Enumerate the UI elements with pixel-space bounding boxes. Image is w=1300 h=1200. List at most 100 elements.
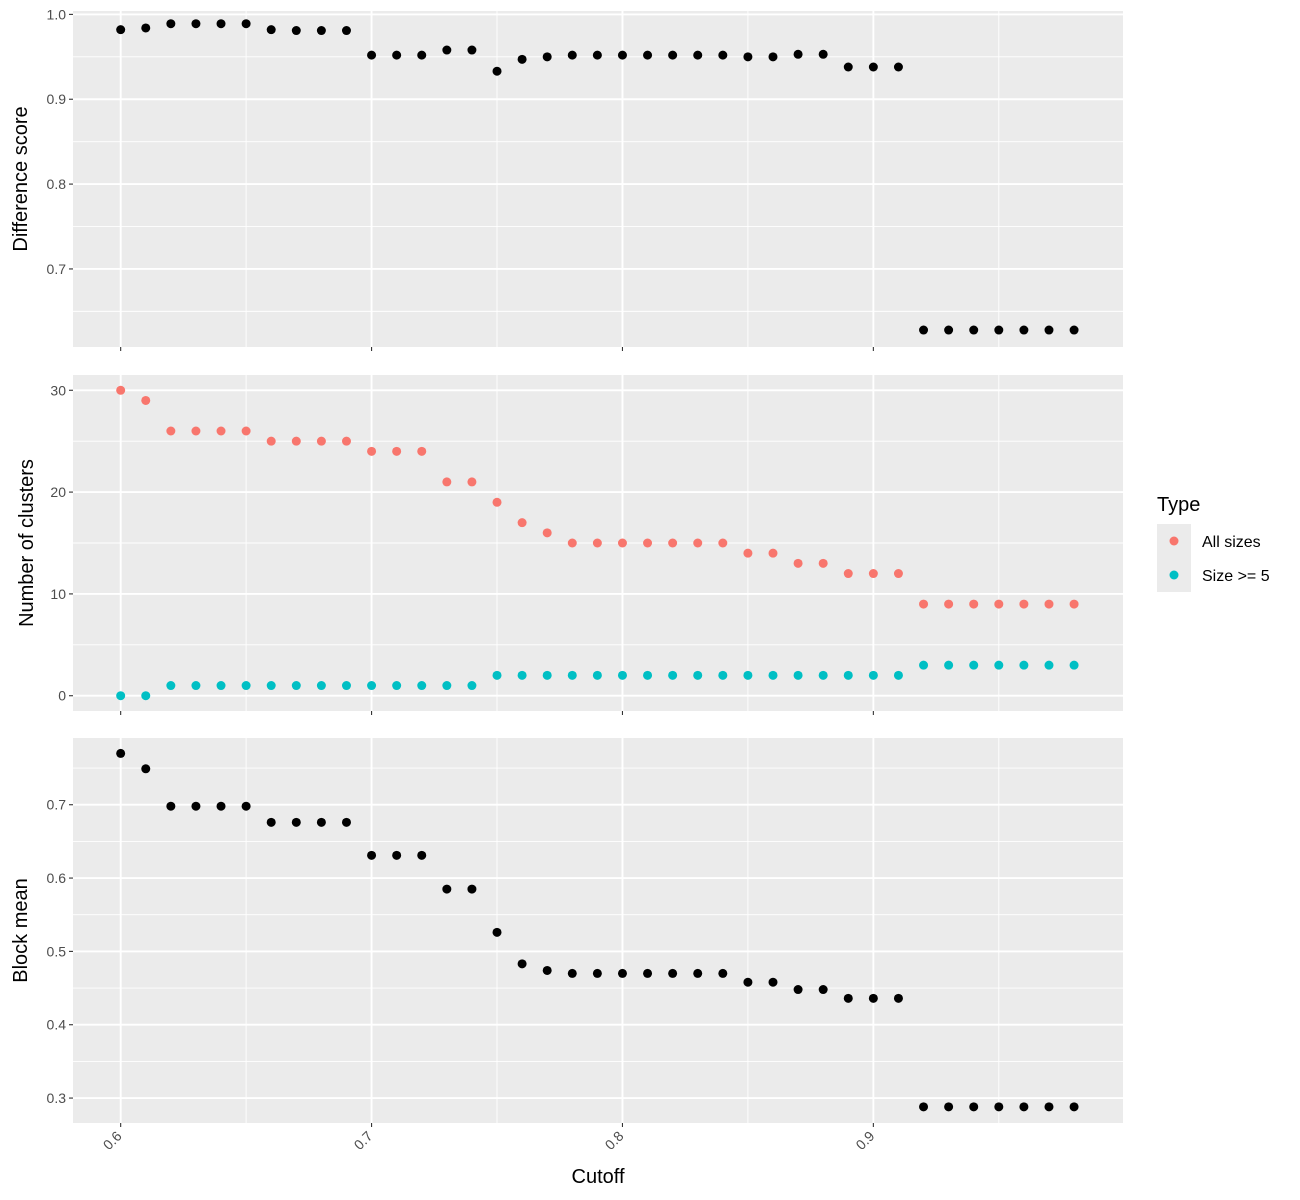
data-point xyxy=(643,538,653,548)
data-point xyxy=(1069,1102,1079,1112)
data-point xyxy=(843,670,853,680)
data-point xyxy=(191,426,201,436)
data-point xyxy=(868,62,878,72)
data-point xyxy=(341,436,351,446)
data-point xyxy=(141,691,151,701)
data-point xyxy=(592,50,602,60)
data-point xyxy=(1069,325,1079,335)
data-point xyxy=(818,985,828,995)
data-point xyxy=(341,26,351,36)
data-point xyxy=(291,681,301,691)
data-point xyxy=(316,817,326,827)
data-point xyxy=(994,325,1004,335)
data-point xyxy=(718,50,728,60)
data-point xyxy=(1019,325,1029,335)
y-axis-title: Number of clusters xyxy=(16,459,38,627)
y-tick-label: 0.7 xyxy=(47,261,67,277)
data-point xyxy=(818,558,828,568)
panels: 0.7 0.8 0.9 1.0 Difference score 0 10 20 30 Numbe… xyxy=(10,6,1123,1153)
data-point xyxy=(969,325,979,335)
data-point xyxy=(693,538,703,548)
data-point xyxy=(291,817,301,827)
data-point xyxy=(392,681,402,691)
series-1 xyxy=(116,385,1079,609)
data-point xyxy=(793,985,803,995)
data-point xyxy=(768,977,778,987)
series-2 xyxy=(116,660,1079,701)
data-point xyxy=(367,446,377,456)
data-point xyxy=(868,670,878,680)
data-point xyxy=(542,670,552,680)
data-point xyxy=(668,670,678,680)
data-point xyxy=(994,1102,1004,1112)
data-point xyxy=(417,50,427,60)
data-point xyxy=(492,497,502,507)
data-point xyxy=(994,660,1004,670)
data-point xyxy=(266,681,276,691)
data-point xyxy=(768,52,778,62)
data-point xyxy=(141,764,151,774)
data-point xyxy=(442,681,452,691)
data-point xyxy=(266,436,276,446)
data-point xyxy=(191,801,201,811)
data-point xyxy=(316,436,326,446)
data-point xyxy=(367,850,377,860)
data-point xyxy=(266,817,276,827)
y-tick-label: 0.3 xyxy=(47,1090,67,1106)
data-point xyxy=(668,538,678,548)
data-point xyxy=(517,518,527,528)
data-point xyxy=(116,748,126,758)
data-point xyxy=(191,19,201,29)
data-point xyxy=(1044,599,1054,609)
data-point xyxy=(969,599,979,609)
data-point xyxy=(291,26,301,36)
data-point xyxy=(291,436,301,446)
data-point xyxy=(592,670,602,680)
data-point xyxy=(417,446,427,456)
data-point xyxy=(1044,660,1054,670)
y-tick-label: 1.0 xyxy=(47,6,67,22)
data-point xyxy=(141,395,151,405)
data-point xyxy=(743,548,753,558)
data-point xyxy=(166,19,176,29)
data-point xyxy=(266,25,276,35)
data-point xyxy=(1044,325,1054,335)
data-point xyxy=(166,681,176,691)
data-point xyxy=(693,670,703,680)
data-point xyxy=(216,19,226,29)
panel-background xyxy=(73,11,1123,347)
data-point xyxy=(1019,599,1029,609)
data-point xyxy=(442,477,452,487)
y-tick-label: 0.9 xyxy=(47,91,67,107)
data-point xyxy=(542,528,552,538)
data-point xyxy=(793,49,803,59)
data-point xyxy=(743,977,753,987)
data-point xyxy=(517,959,527,969)
legend-title: Type xyxy=(1157,494,1200,516)
y-tick-label: 30 xyxy=(50,382,66,398)
data-point xyxy=(367,50,377,60)
series-1 xyxy=(116,19,1079,335)
data-point xyxy=(768,670,778,680)
data-point xyxy=(718,538,728,548)
data-point xyxy=(693,50,703,60)
legend-label-all-sizes: All sizes xyxy=(1202,534,1261,551)
y-tick-label: 0.6 xyxy=(47,870,67,886)
data-point xyxy=(567,50,577,60)
data-point xyxy=(919,599,929,609)
data-point xyxy=(216,681,226,691)
data-point xyxy=(893,993,903,1003)
data-point xyxy=(944,599,954,609)
data-point xyxy=(668,50,678,60)
data-point xyxy=(542,52,552,62)
data-point xyxy=(868,569,878,579)
data-point xyxy=(392,850,402,860)
y-axis-title: Difference score xyxy=(10,106,32,251)
panel-1: 0.7 0.8 0.9 1.0 Difference score xyxy=(10,6,1123,351)
data-point xyxy=(492,66,502,76)
data-point xyxy=(893,670,903,680)
data-point xyxy=(542,965,552,975)
data-point xyxy=(617,968,627,978)
data-point xyxy=(643,50,653,60)
